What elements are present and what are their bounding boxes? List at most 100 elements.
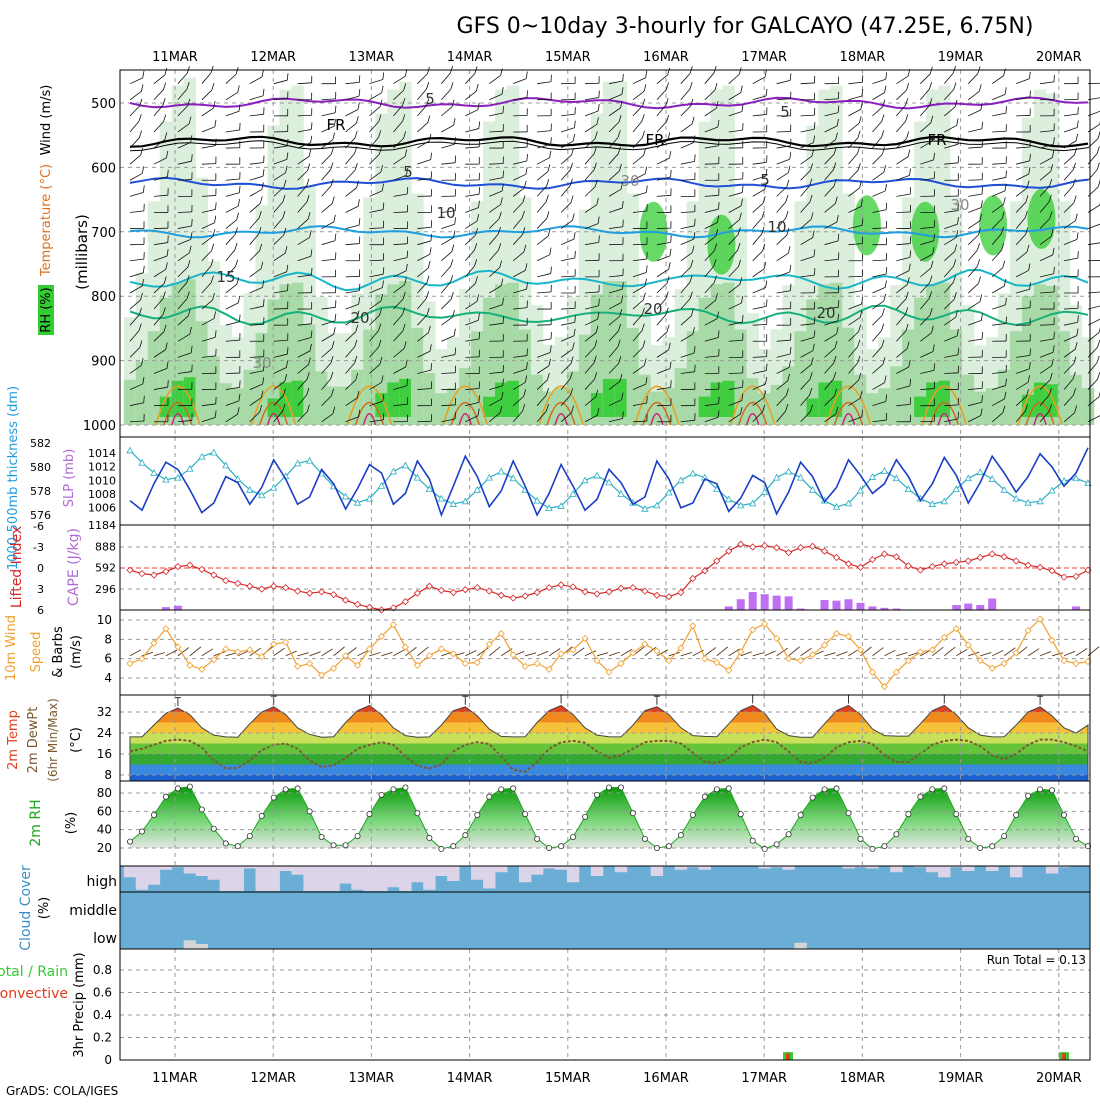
high-cloud-cell	[148, 866, 160, 885]
cloud-row-label-low: low	[93, 931, 117, 947]
contour-label: 20	[643, 300, 662, 318]
cape-bar	[174, 606, 182, 610]
lifted-index-marker	[1073, 573, 1079, 579]
wind-barb	[872, 648, 883, 656]
cape-bar	[785, 596, 793, 610]
lifted-index-marker	[1013, 558, 1019, 564]
high-cloud-cell	[208, 866, 220, 880]
high-cloud-cell	[938, 866, 950, 877]
slp-marker	[498, 468, 504, 474]
high-cloud-cell	[124, 866, 136, 877]
high-cloud-cell	[363, 866, 375, 891]
wind-barb	[1097, 163, 1099, 170]
bottom-date-label: 12MAR	[250, 1071, 296, 1086]
wind-barb	[789, 647, 800, 656]
wind-speed-marker	[1073, 661, 1079, 667]
contour-label: 10	[436, 204, 455, 222]
high-cloud-cell	[220, 866, 232, 891]
slp-marker	[510, 475, 516, 481]
lifted-index-marker	[510, 595, 516, 601]
wind-barb	[334, 647, 345, 656]
wind-barb	[154, 405, 168, 406]
wind-barb	[226, 653, 237, 656]
lifted-index-marker	[953, 559, 959, 565]
lifted-index-marker	[929, 564, 935, 570]
pressure-axis-label: (millibars)	[73, 214, 91, 290]
rh-marker	[942, 786, 947, 791]
wind-barb	[956, 649, 967, 655]
rh-marker	[391, 787, 396, 792]
wind-barb	[992, 651, 1003, 656]
lifted-index-marker	[319, 589, 325, 595]
lifted-index-marker	[151, 572, 157, 578]
slp-tick-label: 1010	[88, 474, 116, 487]
rh-marker	[786, 832, 791, 837]
wind-barb	[1076, 648, 1087, 655]
top-date-label: 17MAR	[741, 50, 787, 65]
rh-tick-label: 60	[97, 804, 112, 818]
rh-tick-label: 80	[97, 786, 112, 800]
minmax-side-label: (6hr Min/Max)	[46, 698, 60, 782]
rh-marker	[846, 811, 851, 816]
wind-barb	[407, 187, 408, 194]
lifted-index-marker	[546, 585, 552, 591]
rh-marker	[319, 834, 324, 839]
rh-marker	[906, 811, 911, 816]
rh-marker	[702, 794, 707, 799]
rh-marker	[858, 836, 863, 841]
slp-marker	[127, 447, 133, 453]
wind-speed-marker	[247, 647, 253, 653]
precip-convective-bar	[786, 1053, 790, 1060]
high-cloud-cell	[531, 866, 543, 875]
lifted-index-marker	[606, 589, 612, 595]
slp-marker	[989, 476, 995, 482]
lifted-index-marker	[343, 597, 349, 603]
rh-marker	[451, 844, 456, 849]
rh-shade-cell	[926, 382, 938, 417]
rh-marker	[726, 786, 731, 791]
wind-barb	[142, 652, 153, 655]
wind-side-label: Wind (m/s)	[39, 85, 54, 156]
cape-bar	[964, 604, 972, 610]
high-cloud-cell	[327, 866, 339, 891]
high-cloud-cell	[339, 866, 351, 884]
high-cloud-cell	[399, 866, 411, 891]
rh-marker	[882, 844, 887, 849]
temp-side-label: 2m Temp	[6, 710, 21, 770]
high-cloud-cell	[495, 866, 507, 872]
rh-shade-cell	[794, 331, 806, 425]
wind-barb	[825, 653, 836, 656]
wind-speed-marker	[702, 656, 708, 662]
rh-shade-cell	[423, 373, 435, 425]
pressure-tick-label: 900	[91, 355, 116, 370]
rh-marker	[966, 836, 971, 841]
precip-units-label: 3hr Precip (mm)	[72, 952, 87, 1057]
wind-barb	[765, 651, 776, 656]
bottom-date-label: 16MAR	[643, 1071, 689, 1086]
wind-barb	[311, 122, 312, 129]
rh-marker	[594, 792, 599, 797]
rh-marker	[343, 843, 348, 848]
lifted-index-marker	[846, 561, 852, 567]
lifted-index-marker	[822, 548, 828, 554]
rh-marker	[139, 829, 144, 834]
wind-barb	[216, 139, 217, 146]
slp-tick-label: 1006	[88, 501, 116, 514]
dewpt-side-label: 2m DewPt	[26, 707, 41, 774]
lifted-index-marker	[271, 583, 277, 589]
rh-shade-cell	[315, 371, 327, 425]
wind-barb	[525, 653, 536, 656]
wind-barb	[597, 653, 608, 656]
high-cloud-cell	[699, 866, 711, 870]
cape-side-label: CAPE (J/kg)	[66, 528, 82, 606]
rh-units-label: (%)	[64, 812, 79, 835]
credit-label: GrADS: COLA/IGES	[6, 1084, 118, 1098]
rh-shade-cell	[866, 393, 878, 425]
slp-marker	[798, 475, 804, 481]
wind-speed-side-label: Speed	[29, 632, 44, 673]
slp-marker	[211, 449, 217, 455]
wind-barb	[862, 284, 863, 291]
